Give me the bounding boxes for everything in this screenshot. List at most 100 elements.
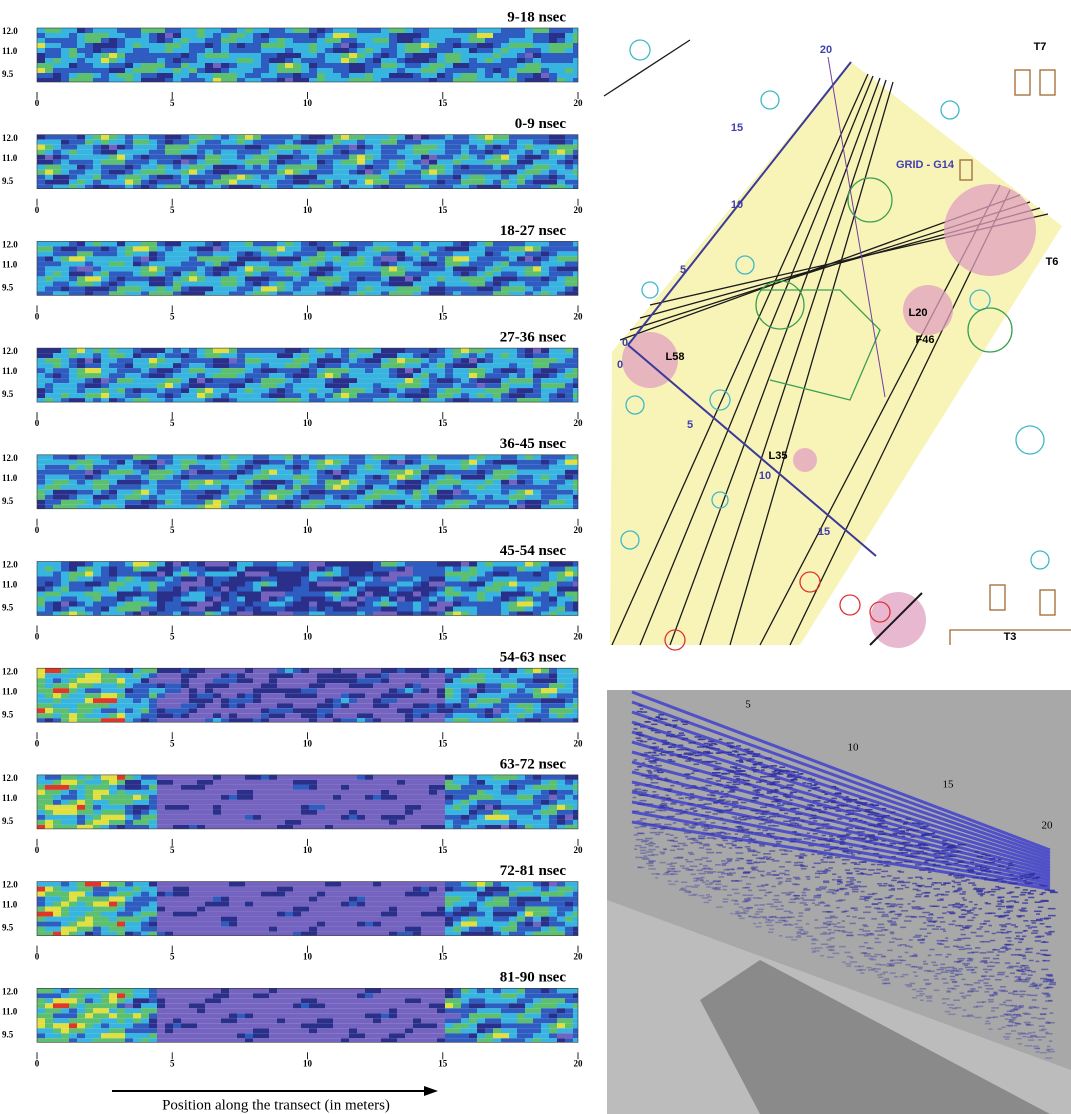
heatmap-cell: [341, 480, 349, 485]
heatmap-cell: [45, 505, 53, 509]
heatmap-cell: [501, 562, 509, 567]
heatmap-cell: [253, 170, 261, 175]
heatmap-cell: [373, 43, 381, 48]
heatmap-cell: [469, 78, 477, 82]
heatmap-cell: [213, 703, 221, 708]
heatmap-cell: [69, 465, 77, 470]
heatmap-cell: [149, 668, 157, 673]
heatmap-cell: [461, 388, 469, 393]
heatmap-cell: [85, 38, 93, 43]
heatmap-cell: [341, 256, 349, 261]
heatmap-cell: [221, 703, 229, 708]
heatmap-cell: [173, 393, 181, 398]
heatmap-cell: [461, 500, 469, 505]
heatmap-cell: [277, 587, 285, 592]
heatmap-cell: [261, 587, 269, 592]
heatmap-cell: [285, 63, 293, 68]
heatmap-cell: [61, 567, 69, 572]
heatmap-cell: [165, 587, 173, 592]
heatmap-cell: [293, 460, 301, 465]
heatmap-cell: [437, 572, 445, 577]
heatmap-cell: [397, 567, 405, 572]
heatmap-cell: [533, 33, 541, 38]
heatmap-cell: [293, 78, 301, 82]
heatmap-cell: [333, 398, 341, 402]
heatmap-cell: [229, 155, 237, 160]
heatmap-cell: [285, 587, 293, 592]
heatmap-cell: [501, 291, 509, 295]
heatmap-cell: [445, 500, 453, 505]
heatmap-cell: [77, 718, 85, 722]
x-tick-label: 5: [170, 525, 175, 535]
heatmap-cell: [205, 251, 213, 256]
heatmap-cell: [229, 291, 237, 295]
heatmap-cell: [277, 271, 285, 276]
heatmap-cell: [245, 678, 253, 683]
heatmap-cell: [357, 495, 365, 500]
heatmap-cell: [565, 58, 573, 63]
heatmap-cell: [173, 271, 181, 276]
heatmap-cell: [365, 455, 373, 460]
heatmap-cell: [453, 368, 461, 373]
heatmap-cell: [421, 175, 429, 180]
heatmap-cell: [533, 48, 541, 53]
heatmap-cell: [213, 185, 221, 189]
heatmap-cell: [101, 43, 109, 48]
heatmap-cell: [149, 470, 157, 475]
heatmap-cell: [421, 358, 429, 363]
heatmap-cell: [141, 28, 149, 33]
heatmap-cell: [365, 490, 373, 495]
heatmap-cell: [373, 63, 381, 68]
heatmap-cell: [125, 378, 133, 383]
heatmap-cell: [541, 33, 549, 38]
heatmap-cell: [573, 135, 578, 140]
heatmap-cell: [125, 698, 133, 703]
heatmap-cell: [525, 286, 533, 291]
heatmap-cell: [117, 175, 125, 180]
heatmap-cell: [445, 577, 453, 582]
heatmap-cell: [429, 291, 437, 295]
heatmap-cell: [149, 490, 157, 495]
heatmap-cell: [213, 470, 221, 475]
heatmap-cell: [461, 251, 469, 256]
panel-title: 9-18 nsec: [507, 9, 566, 25]
heatmap-cell: [445, 246, 453, 251]
heatmap-cell: [269, 465, 277, 470]
heatmap-cell: [181, 271, 189, 276]
heatmap-cell: [197, 500, 205, 505]
heatmap-cell: [509, 266, 517, 271]
heatmap-cell: [109, 393, 117, 398]
heatmap-cell: [109, 28, 117, 33]
heatmap-cell: [517, 388, 525, 393]
heatmap-cell: [493, 251, 501, 256]
heatmap-cell: [45, 140, 53, 145]
heatmap-cell: [285, 693, 293, 698]
heatmap-cell: [341, 460, 349, 465]
heatmap-cell: [453, 266, 461, 271]
heatmap-cell: [253, 150, 261, 155]
heatmap-cell: [325, 612, 333, 616]
heatmap-cell: [429, 53, 437, 58]
heatmap-cell: [229, 602, 237, 607]
heatmap-cell: [133, 485, 141, 490]
heatmap-cell: [173, 475, 181, 480]
x-tick-label: 15: [438, 98, 448, 108]
heatmap-cell: [485, 160, 493, 165]
heatmap-cell: [101, 291, 109, 295]
heatmap-cell: [229, 460, 237, 465]
heatmap-cell: [117, 145, 125, 150]
heatmap-cell: [285, 378, 293, 383]
heatmap-cell: [349, 465, 357, 470]
heatmap-cell: [101, 53, 109, 58]
heatmap-cell: [405, 378, 413, 383]
heatmap-cell: [517, 276, 525, 281]
heatmap-cell: [149, 572, 157, 577]
heatmap-cell: [117, 693, 125, 698]
heatmap-cell: [349, 495, 357, 500]
heatmap-cell: [141, 256, 149, 261]
heatmap-cell: [509, 246, 517, 251]
heatmap-cell: [101, 185, 109, 189]
heatmap-cell: [389, 73, 397, 78]
heatmap-cell: [381, 353, 389, 358]
heatmap-cell: [317, 602, 325, 607]
